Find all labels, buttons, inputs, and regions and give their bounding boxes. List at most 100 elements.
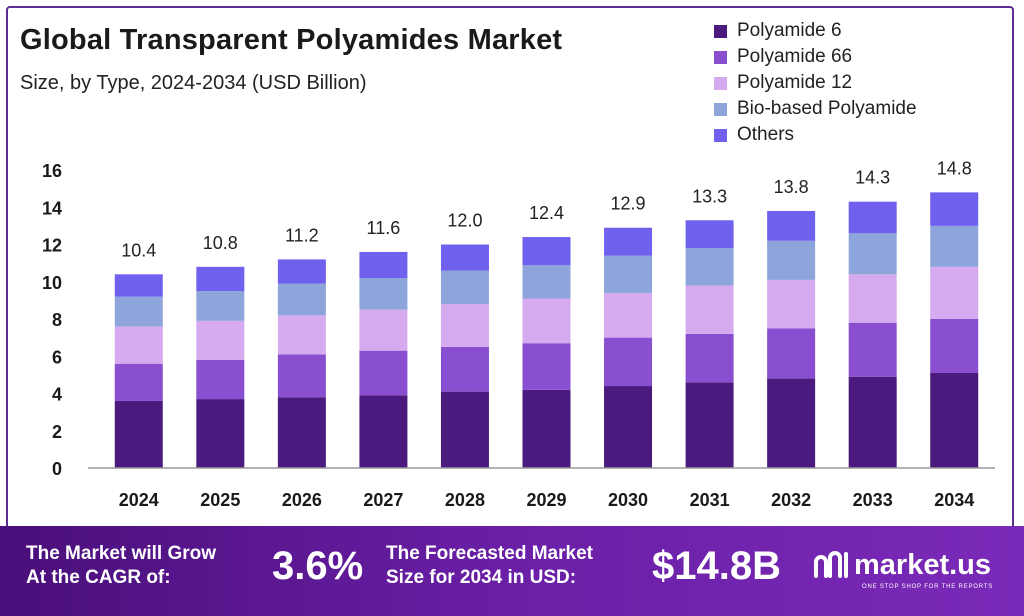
bar-total-label: 14.8 [937,158,972,178]
chart-title: Global Transparent Polyamides Market [20,24,563,56]
bar-segment-bio-based-polyamide [604,255,653,293]
legend-swatch [714,50,727,64]
bar-segment-others [604,227,653,256]
bar-segment-polyamide-12 [685,285,734,334]
y-tick-label: 10 [42,273,62,293]
x-tick-label: 2033 [853,490,893,510]
bar-segment-bio-based-polyamide [440,270,489,305]
legend-swatch [714,24,727,38]
bar-segment-polyamide-12 [767,279,816,329]
legend-label: Polyamide 6 [737,20,842,41]
forecast-caption-line1: The Forecasted Market [386,543,593,564]
bar-segment-others [196,266,245,292]
legend-label: Polyamide 66 [737,46,853,67]
bar-segment-polyamide-66 [114,363,163,401]
bar-segment-polyamide-6 [848,376,897,468]
cagr-value: 3.6% [272,544,364,588]
bar-segment-others [359,251,408,279]
x-tick-label: 2027 [363,490,403,510]
bar-segment-polyamide-12 [196,320,245,360]
bar-segment-polyamide-6 [114,400,163,468]
x-tick-label: 2031 [690,490,730,510]
bar-segment-bio-based-polyamide [114,296,163,327]
bar-segment-polyamide-12 [114,326,163,364]
legend-swatch [714,76,727,90]
bar-segment-polyamide-12 [440,304,489,347]
bar-segment-bio-based-polyamide [848,233,897,275]
bar-segment-others [114,274,163,297]
bar-segment-polyamide-12 [522,298,571,344]
legend-label: Polyamide 12 [737,72,853,93]
bar-total-label: 11.2 [285,225,319,245]
bar-segment-polyamide-6 [277,397,326,468]
bar-segment-polyamide-12 [848,274,897,323]
bar-segment-polyamide-66 [604,337,653,387]
bar-segment-bio-based-polyamide [767,240,816,280]
chart-subtitle: Size, by Type, 2024-2034 (USD Billion) [20,72,367,94]
brand-tagline: ONE STOP SHOP FOR THE REPORTS [862,584,994,590]
bar-segment-polyamide-6 [767,378,816,468]
legend-item-others: Others [714,122,917,148]
bar-segment-others [277,259,326,284]
bar-segment-others [848,201,897,234]
bar-segment-others [930,192,979,226]
brand-logo[interactable]: market.us ONE STOP SHOP FOR THE REPORTS [812,548,992,590]
legend-item-bio-based-polyamide: Bio-based Polyamide [714,96,917,122]
forecast-caption: The Forecasted Market Size for 2034 in U… [386,542,593,590]
y-tick-label: 6 [52,347,62,367]
legend-item-polyamide-66: Polyamide 66 [714,44,917,70]
market-us-logo-icon [814,551,848,578]
bar-segment-polyamide-66 [848,322,897,377]
bar-segment-polyamide-66 [522,343,571,390]
bar-segment-polyamide-66 [930,319,979,374]
bar-segment-bio-based-polyamide [685,248,734,286]
bar-segment-polyamide-6 [522,389,571,468]
bar-segment-bio-based-polyamide [277,283,326,316]
bar-segment-bio-based-polyamide [359,278,408,310]
bar-segment-others [440,244,489,271]
legend-label: Others [737,124,795,145]
bar-total-label: 10.4 [121,240,156,260]
bar-total-label: 11.6 [367,218,401,238]
x-tick-label: 2034 [934,490,974,510]
bar-total-label: 13.3 [692,186,727,206]
bar-total-label: 12.9 [611,194,646,214]
bar-segment-polyamide-12 [930,266,979,319]
y-tick-label: 8 [52,310,62,330]
bar-total-label: 10.8 [203,233,238,253]
bar-segment-polyamide-66 [440,346,489,392]
y-tick-label: 0 [52,459,62,479]
cagr-caption: The Market will Grow At the CAGR of: [26,542,216,590]
brand-name: market.us [854,548,992,581]
bar-segment-others [522,237,571,265]
chart-legend: Polyamide 6 Polyamide 66 Polyamide 12 Bi… [714,18,917,148]
bar-segment-polyamide-12 [359,309,408,351]
bar-total-label: 12.0 [447,211,482,231]
y-tick-label: 12 [42,236,62,256]
bar-segment-polyamide-6 [359,395,408,468]
y-tick-label: 2 [52,422,62,442]
bar-segment-bio-based-polyamide [930,225,979,267]
x-tick-label: 2032 [771,490,811,510]
stacked-bar-chart: 0 2 4 6 8 10 12 14 16 10.4 2024 10.8 2025 11.2 2026 11.… [42,158,995,510]
x-tick-label: 2029 [526,490,566,510]
bar-total-label: 13.8 [774,177,809,197]
legend-label: Bio-based Polyamide [737,98,917,119]
bar-segment-bio-based-polyamide [196,291,245,321]
bar-segment-polyamide-66 [685,333,734,383]
bar-segment-polyamide-12 [277,315,326,355]
bar-segment-polyamide-66 [359,350,408,396]
bar-segment-polyamide-66 [767,328,816,379]
footer-banner: The Market will Grow At the CAGR of: 3.6… [0,526,1024,616]
bar-segment-polyamide-12 [604,292,653,338]
legend-swatch [714,102,727,116]
bar-segment-polyamide-6 [604,386,653,468]
bar-total-label: 14.3 [855,168,890,188]
y-tick-label: 16 [42,161,62,181]
bar-segment-polyamide-66 [277,354,326,398]
cagr-caption-line2: At the CAGR of: [26,567,171,588]
bar-segment-polyamide-6 [930,373,979,468]
x-tick-label: 2025 [200,490,240,510]
x-tick-label: 2026 [282,490,322,510]
bar-segment-polyamide-66 [196,359,245,400]
